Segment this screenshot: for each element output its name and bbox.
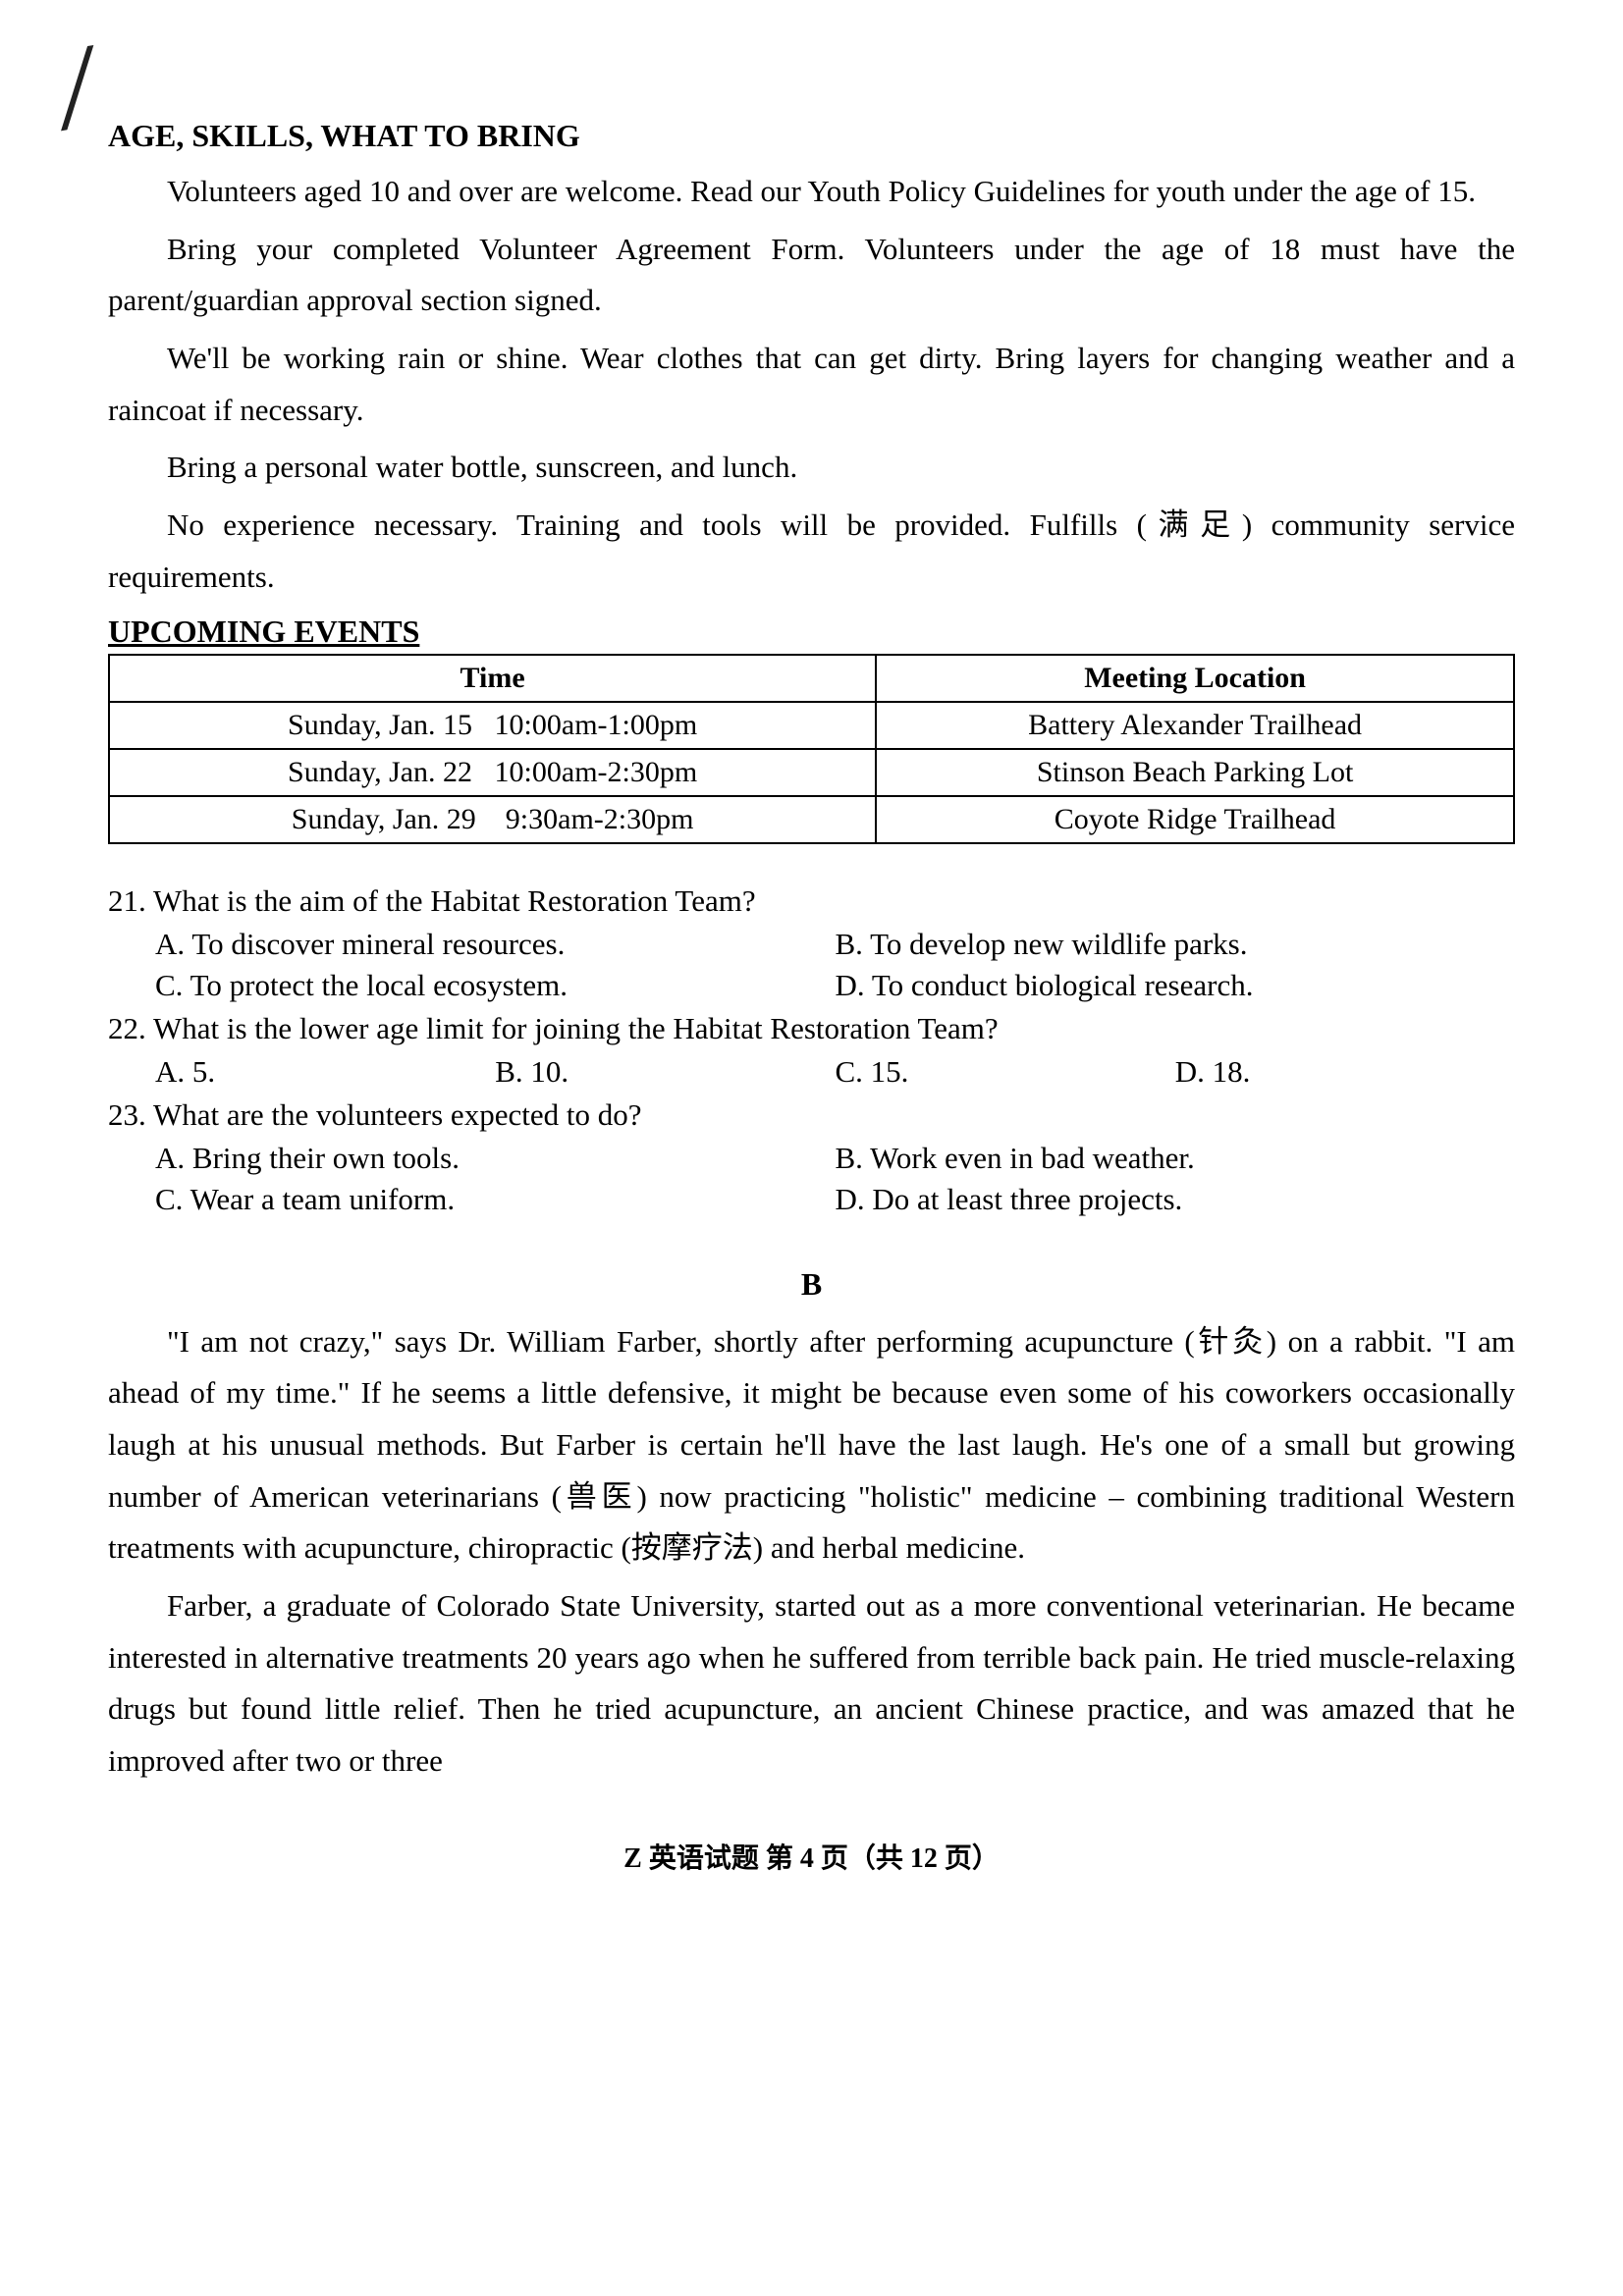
question-stem: What is the aim of the Habitat Restorati… — [153, 883, 756, 918]
question-text: 23. What are the volunteers expected to … — [108, 1097, 1515, 1133]
options-row: A. 5. B. 10. C. 15. D. 18. — [108, 1054, 1515, 1090]
option-c: C. 15. — [836, 1054, 1175, 1090]
table-cell-time: Sunday, Jan. 29 9:30am-2:30pm — [109, 796, 876, 843]
option-d: D. 18. — [1175, 1054, 1515, 1090]
page-footer: Z 英语试题 第 4 页（共 12 页） — [108, 1837, 1515, 1876]
option-c: C. Wear a team uniform. — [155, 1182, 836, 1217]
paragraph: We'll be working rain or shine. Wear clo… — [108, 333, 1515, 436]
option-a: A. Bring their own tools. — [155, 1141, 836, 1176]
passage-paragraph: "I am not crazy," says Dr. William Farbe… — [108, 1316, 1515, 1575]
options-row: A. To discover mineral resources. B. To … — [108, 927, 1515, 962]
page-content: AGE, SKILLS, WHAT TO BRING Volunteers ag… — [108, 118, 1515, 1876]
question-number: 21 — [108, 883, 138, 918]
question-number: 23 — [108, 1097, 138, 1132]
passage-b-section: B "I am not crazy," says Dr. William Far… — [108, 1266, 1515, 1788]
question-22: 22. What is the lower age limit for join… — [108, 1011, 1515, 1090]
question-number: 22 — [108, 1011, 138, 1045]
option-b: B. Work even in bad weather. — [836, 1141, 1516, 1176]
table-header-location: Meeting Location — [876, 655, 1514, 702]
passage-paragraph: Farber, a graduate of Colorado State Uni… — [108, 1580, 1515, 1788]
table-row: Sunday, Jan. 15 10:00am-1:00pm Battery A… — [109, 702, 1514, 749]
paragraph: Volunteers aged 10 and over are welcome.… — [108, 166, 1515, 218]
option-c: C. To protect the local ecosystem. — [155, 968, 836, 1003]
option-b: B. To develop new wildlife parks. — [836, 927, 1516, 962]
question-21: 21. What is the aim of the Habitat Resto… — [108, 883, 1515, 1003]
section-age-skills: AGE, SKILLS, WHAT TO BRING Volunteers ag… — [108, 118, 1515, 604]
table-cell-location: Battery Alexander Trailhead — [876, 702, 1514, 749]
table-header-time: Time — [109, 655, 876, 702]
section-upcoming-events: UPCOMING EVENTS Time Meeting Location Su… — [108, 614, 1515, 844]
questions-section: 21. What is the aim of the Habitat Resto… — [108, 883, 1515, 1217]
page-mark: / — [47, 18, 103, 157]
paragraph: Bring a personal water bottle, sunscreen… — [108, 442, 1515, 494]
paragraph: Bring your completed Volunteer Agreement… — [108, 224, 1515, 327]
events-heading: UPCOMING EVENTS — [108, 614, 1515, 650]
passage-label: B — [108, 1266, 1515, 1303]
table-cell-location: Stinson Beach Parking Lot — [876, 749, 1514, 796]
options-row: C. Wear a team uniform. D. Do at least t… — [108, 1182, 1515, 1217]
table-cell-time: Sunday, Jan. 15 10:00am-1:00pm — [109, 702, 876, 749]
option-d: D. To conduct biological research. — [836, 968, 1516, 1003]
question-stem: What are the volunteers expected to do? — [153, 1097, 642, 1132]
options-row: C. To protect the local ecosystem. D. To… — [108, 968, 1515, 1003]
option-b: B. 10. — [495, 1054, 835, 1090]
question-text: 22. What is the lower age limit for join… — [108, 1011, 1515, 1046]
events-table: Time Meeting Location Sunday, Jan. 15 10… — [108, 654, 1515, 844]
options-row: A. Bring their own tools. B. Work even i… — [108, 1141, 1515, 1176]
option-a: A. 5. — [155, 1054, 495, 1090]
section-heading: AGE, SKILLS, WHAT TO BRING — [108, 118, 1515, 154]
option-d: D. Do at least three projects. — [836, 1182, 1516, 1217]
paragraph: No experience necessary. Training and to… — [108, 500, 1515, 603]
table-cell-location: Coyote Ridge Trailhead — [876, 796, 1514, 843]
question-text: 21. What is the aim of the Habitat Resto… — [108, 883, 1515, 919]
table-header-row: Time Meeting Location — [109, 655, 1514, 702]
table-row: Sunday, Jan. 29 9:30am-2:30pm Coyote Rid… — [109, 796, 1514, 843]
question-23: 23. What are the volunteers expected to … — [108, 1097, 1515, 1217]
table-cell-time: Sunday, Jan. 22 10:00am-2:30pm — [109, 749, 876, 796]
option-a: A. To discover mineral resources. — [155, 927, 836, 962]
question-stem: What is the lower age limit for joining … — [153, 1011, 999, 1045]
table-row: Sunday, Jan. 22 10:00am-2:30pm Stinson B… — [109, 749, 1514, 796]
